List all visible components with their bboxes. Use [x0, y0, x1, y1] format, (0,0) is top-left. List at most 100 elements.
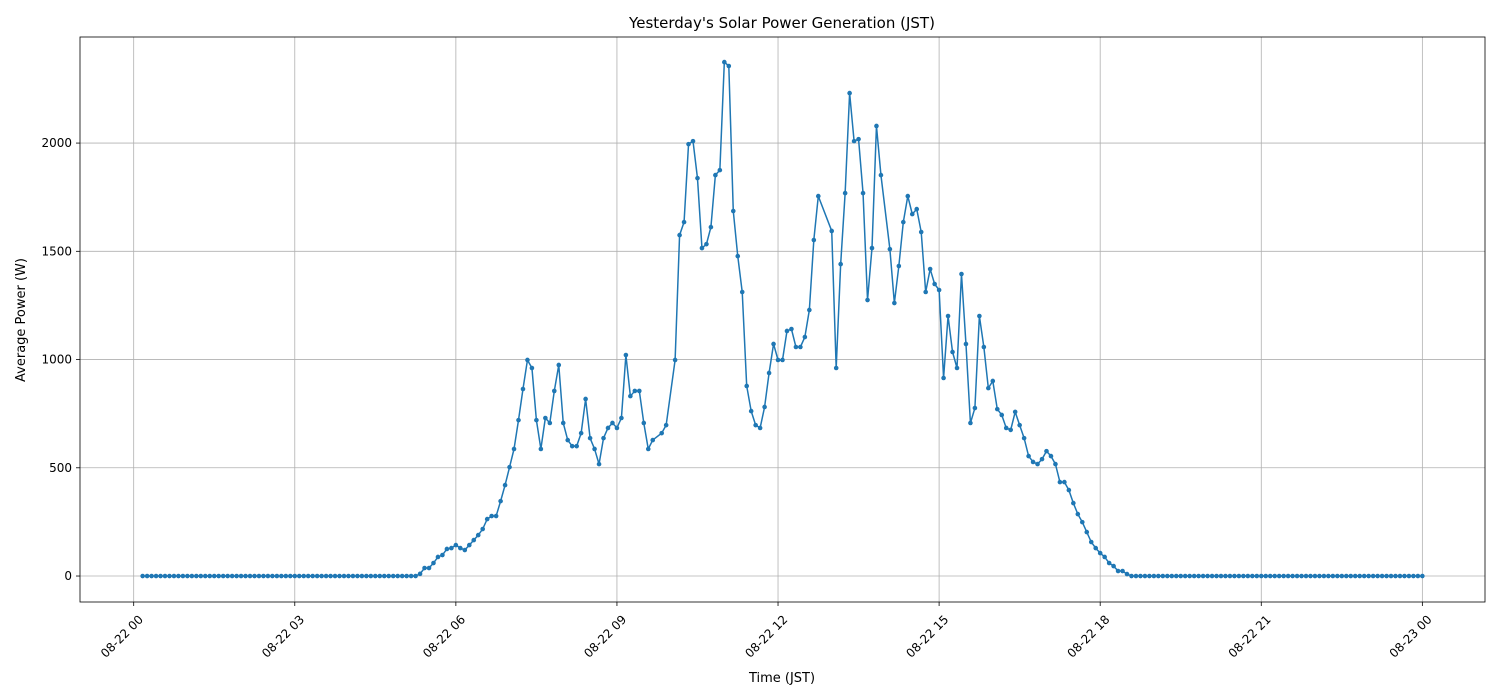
data-point	[176, 573, 181, 579]
data-point	[1111, 563, 1116, 569]
data-point	[789, 326, 794, 332]
data-point	[1272, 573, 1277, 579]
x-tick-label: 08-22 15	[903, 612, 951, 660]
data-point	[1187, 573, 1192, 579]
data-point	[1250, 573, 1255, 579]
data-point	[614, 425, 620, 431]
data-point	[838, 261, 843, 267]
x-tick-label: 08-22 09	[581, 612, 629, 660]
data-point	[489, 513, 494, 519]
data-point	[220, 573, 226, 579]
data-point	[158, 573, 163, 579]
data-point	[959, 271, 964, 277]
data-point	[807, 307, 812, 313]
data-point	[1303, 573, 1309, 579]
data-point	[909, 211, 915, 217]
data-point	[243, 573, 248, 579]
data-point	[1205, 573, 1210, 579]
data-point	[167, 573, 172, 579]
data-point	[923, 289, 928, 295]
data-point	[722, 59, 727, 65]
data-point	[663, 422, 669, 428]
data-line	[142, 60, 1423, 577]
data-point	[704, 241, 709, 247]
data-point	[1115, 568, 1121, 574]
data-point	[596, 461, 602, 467]
data-point	[534, 417, 539, 423]
plot-frame	[79, 36, 1486, 603]
data-point	[1084, 529, 1090, 535]
x-tick-label: 08-22 03	[259, 612, 307, 660]
data-point	[659, 430, 664, 436]
data-point	[798, 344, 803, 350]
data-point	[847, 90, 852, 96]
data-point	[471, 537, 477, 543]
data-point	[1138, 573, 1143, 579]
data-point	[784, 328, 790, 334]
data-point	[373, 573, 378, 579]
data-point	[1276, 573, 1282, 579]
data-point	[1406, 573, 1412, 579]
data-point	[1294, 573, 1300, 579]
data-point	[1317, 573, 1322, 579]
data-point	[874, 123, 879, 129]
data-point	[914, 206, 920, 212]
data-point	[708, 224, 714, 230]
data-point	[1232, 573, 1237, 579]
data-point	[516, 417, 521, 423]
data-point	[1048, 453, 1054, 459]
data-point	[1366, 573, 1371, 579]
data-point	[605, 425, 611, 431]
data-point	[1017, 422, 1022, 428]
data-point	[560, 420, 566, 426]
data-point	[936, 287, 942, 293]
data-point	[677, 232, 682, 238]
y-tick-label: 1500	[41, 244, 72, 258]
data-point	[901, 219, 906, 225]
data-point	[735, 253, 741, 259]
data-point	[404, 573, 409, 579]
data-point	[1200, 573, 1206, 579]
data-point	[757, 425, 763, 431]
data-point	[892, 300, 897, 306]
data-point	[216, 573, 222, 579]
data-point	[941, 375, 946, 381]
y-axis-label: Average Power (W)	[14, 258, 29, 382]
data-point	[189, 573, 195, 579]
data-point	[390, 573, 396, 579]
data-point	[1035, 461, 1040, 467]
chart-title: Yesterday's Solar Power Generation (JST)	[628, 14, 935, 32]
data-point	[578, 430, 584, 436]
data-point	[337, 573, 342, 579]
data-point	[1384, 573, 1389, 579]
data-point	[211, 573, 217, 579]
data-point	[896, 263, 902, 269]
data-point	[583, 396, 588, 402]
data-point	[417, 571, 423, 577]
data-point	[927, 266, 933, 272]
y-tick-label: 500	[49, 461, 72, 475]
data-point	[261, 573, 266, 579]
data-point	[865, 297, 870, 303]
data-point	[963, 341, 969, 347]
data-point	[1299, 573, 1304, 579]
data-point	[1348, 573, 1354, 579]
data-point	[686, 141, 691, 147]
data-point	[1039, 456, 1045, 462]
data-point	[525, 357, 530, 363]
data-point	[1263, 573, 1269, 579]
data-point	[999, 412, 1005, 418]
data-point	[502, 482, 508, 488]
data-point	[1062, 479, 1067, 485]
data-point	[288, 573, 293, 579]
y-tick-label: 0	[64, 569, 72, 583]
data-point	[453, 542, 459, 548]
data-point	[332, 573, 338, 579]
data-point	[296, 573, 302, 579]
data-point	[690, 138, 696, 144]
data-point	[766, 370, 772, 376]
data-point	[377, 573, 383, 579]
data-point	[945, 313, 951, 319]
data-point	[426, 565, 432, 571]
data-point	[587, 435, 593, 441]
